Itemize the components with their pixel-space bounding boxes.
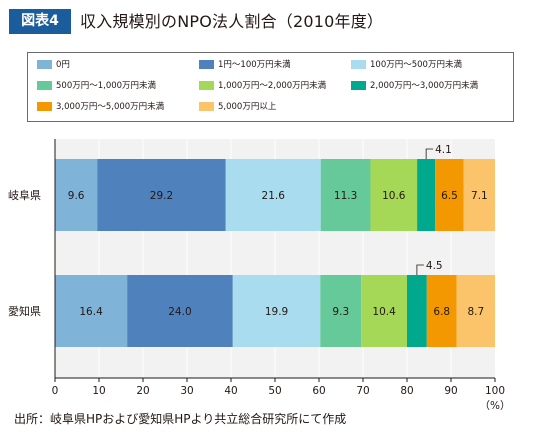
data-label: 4.1: [435, 144, 452, 156]
x-tick-label: 50: [268, 385, 281, 397]
bar-segment: [417, 159, 436, 231]
legend-item: 500万円～1,000万円未満: [37, 77, 156, 93]
data-label: 9.3: [332, 306, 349, 318]
legend-item: 3,000万円～5,000万円未満: [37, 98, 164, 114]
bar-segment: [456, 275, 495, 347]
legend-label: 100万円～500万円未満: [370, 60, 462, 70]
legend-swatch: [351, 80, 366, 90]
bar-segment: [55, 275, 128, 347]
data-label: 4.5: [426, 260, 443, 272]
x-tick-label: 60: [312, 385, 325, 397]
legend-swatch: [199, 59, 214, 69]
figure-number-badge: 図表4: [9, 9, 71, 34]
data-label: 16.4: [79, 306, 103, 318]
leader-line: [416, 264, 424, 275]
bar-segment: [361, 275, 407, 347]
legend-label: 500万円～1,000万円未満: [56, 81, 157, 91]
x-tick-label: 80: [400, 385, 413, 397]
legend-swatch: [199, 80, 214, 90]
x-tick-label: 100: [485, 385, 505, 397]
bar-segment: [320, 159, 371, 231]
chart-title: 収入規模別のNPO法人割合（2010年度）: [80, 12, 384, 31]
data-label: 6.8: [433, 306, 450, 318]
data-label: 9.6: [68, 190, 85, 202]
bar-segment: [55, 159, 98, 231]
data-label: 7.1: [471, 190, 488, 202]
leader-line: [425, 148, 434, 159]
legend-swatch: [37, 59, 52, 69]
x-tick-label: 90: [444, 385, 457, 397]
data-label: 8.7: [468, 306, 485, 318]
category-label: 愛知県: [8, 304, 41, 318]
bar-segment: [426, 275, 457, 347]
bar-segment: [225, 159, 321, 231]
bar-segment: [320, 275, 362, 347]
bar-segment: [97, 159, 226, 231]
legend-label: 1,000万円～2,000万円未満: [218, 81, 327, 91]
legend-item: 1,000万円～2,000万円未満: [199, 77, 326, 93]
data-label: 21.6: [262, 190, 286, 202]
bar-segment: [370, 159, 418, 231]
legend-swatch: [199, 101, 214, 111]
legend-label: 2,000万円～3,000万円未満: [370, 81, 479, 91]
legend-item: 2,000万円～3,000万円未満: [351, 77, 478, 93]
x-tick-label: 10: [92, 385, 105, 397]
x-tick-label: 70: [356, 385, 369, 397]
legend-label: 0円: [56, 60, 70, 70]
x-tick-label: 30: [180, 385, 193, 397]
legend-label: 3,000万円～5,000万円未満: [56, 102, 165, 112]
legend-label: 1円～100万円未満: [218, 60, 291, 70]
bar-segment: [463, 159, 495, 231]
legend-item: 5,000万円以上: [199, 98, 276, 114]
data-label: 10.6: [382, 190, 406, 202]
legend-swatch: [37, 101, 52, 111]
data-label: 6.5: [441, 190, 458, 202]
data-label: 24.0: [168, 306, 191, 318]
legend-item: 1円～100万円未満: [199, 56, 291, 72]
bar-segment: [407, 275, 427, 347]
legend-swatch: [37, 80, 52, 90]
bar-segment: [435, 159, 464, 231]
x-tick-label: 40: [224, 385, 237, 397]
bar-segment: [127, 275, 233, 347]
data-label: 10.4: [372, 306, 396, 318]
source-note: 出所：岐阜県HPおよび愛知県HPより共立総合研究所にて作成: [14, 412, 347, 426]
legend-label: 5,000万円以上: [218, 102, 277, 112]
data-label: 29.2: [150, 190, 173, 202]
bar-segment: [232, 275, 321, 347]
x-axis-unit: （%）: [480, 400, 511, 412]
legend-item: 0円: [37, 56, 70, 72]
data-label: 19.9: [265, 306, 288, 318]
legend-item: 100万円～500万円未満: [351, 56, 462, 72]
legend: 0円 1円～100万円未満 100万円～500万円未満 500万円～1,000万円未満…: [27, 52, 514, 122]
category-label: 岐阜県: [8, 189, 41, 202]
legend-swatch: [351, 59, 366, 69]
data-label: 11.3: [334, 190, 357, 202]
x-tick-label: 20: [136, 385, 149, 397]
x-tick-label: 0: [52, 385, 59, 397]
